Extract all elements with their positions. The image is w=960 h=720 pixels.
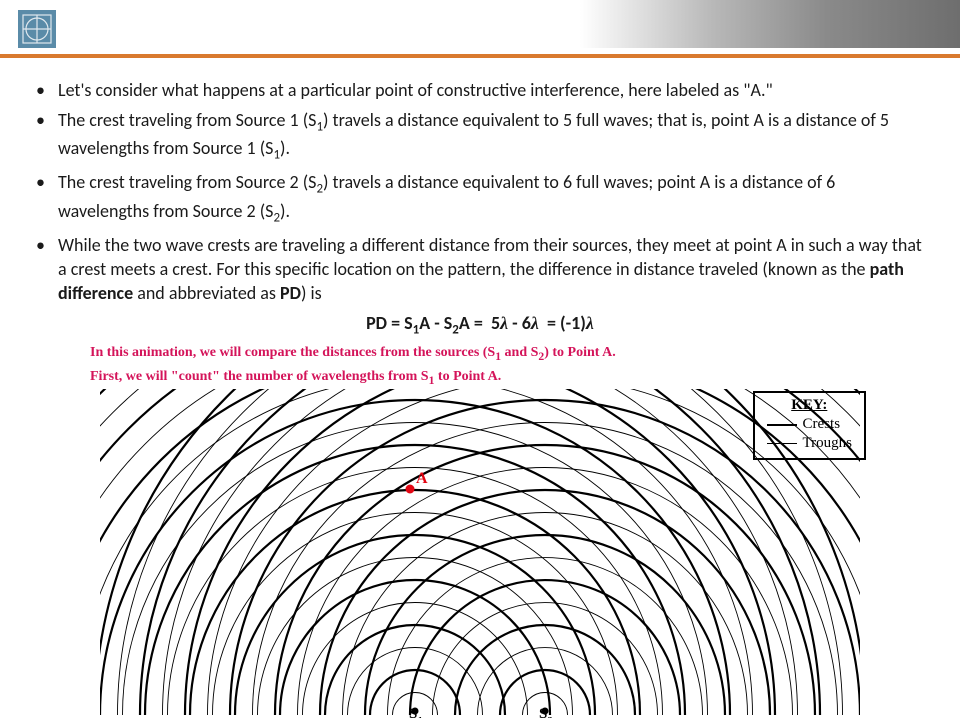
- bullet-item: While the two wave crests are traveling …: [58, 233, 930, 306]
- svg-text:S2: S2: [539, 706, 553, 719]
- divider-line: [0, 54, 960, 58]
- svg-text:A: A: [416, 470, 428, 487]
- bullet-item: Let's consider what happens at a particu…: [58, 78, 930, 102]
- wave-pattern-svg: S1S2A: [100, 389, 860, 719]
- equation: PD = S1A - S2A = 5λ - 6λ = (-1)λ: [30, 312, 930, 338]
- interference-diagram: S1S2A: [100, 389, 860, 719]
- bullet-list: Let's consider what happens at a particu…: [30, 78, 930, 306]
- header-gradient: [580, 0, 960, 48]
- slide-header: [0, 0, 960, 60]
- annotation-line-1: In this animation, we will compare the d…: [90, 345, 870, 363]
- logo-icon: [22, 14, 52, 44]
- annotation-line-2: First, we will "count" the number of wav…: [90, 369, 870, 387]
- bullet-item: The crest traveling from Source 1 (S1) t…: [58, 108, 930, 164]
- brand-logo: [18, 10, 56, 48]
- bullet-item: The crest traveling from Source 2 (S2) t…: [58, 170, 930, 226]
- figure-container: In this animation, we will compare the d…: [90, 345, 870, 719]
- bullet-text: Let's consider what happens at a particu…: [58, 79, 773, 101]
- slide-content: Let's consider what happens at a particu…: [0, 60, 960, 719]
